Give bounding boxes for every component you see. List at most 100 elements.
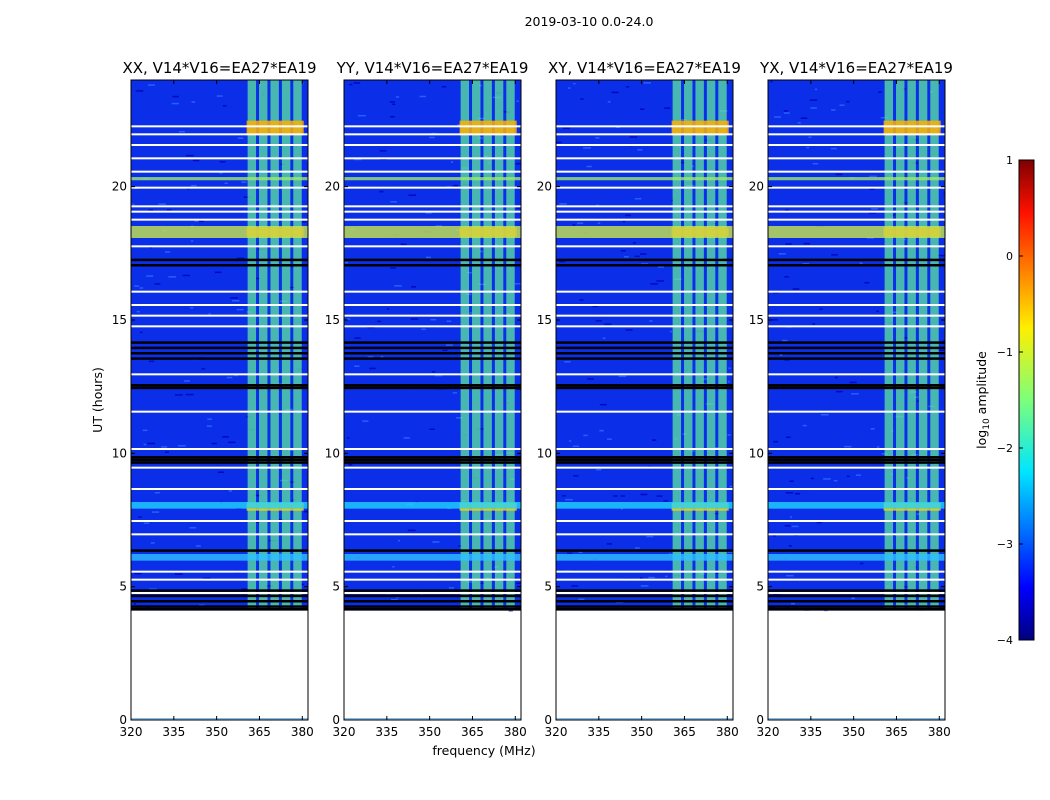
flagged-line xyxy=(344,578,521,581)
x-tick-label: 380 xyxy=(716,725,739,739)
dropped-line xyxy=(556,594,733,598)
flagged-line xyxy=(131,410,308,413)
flagged-line xyxy=(344,325,521,328)
dropped-line xyxy=(768,346,945,350)
dropped-line xyxy=(131,608,308,611)
flagged-line xyxy=(556,578,733,581)
dropped-line xyxy=(556,458,733,462)
dropped-line xyxy=(556,461,733,464)
flagged-line xyxy=(768,448,945,450)
panel-title: XX, V14*V16=EA27*EA19 xyxy=(122,59,316,77)
dropped-line xyxy=(556,608,733,611)
rfi-column xyxy=(884,80,894,611)
flagged-line xyxy=(344,245,521,248)
dropped-line xyxy=(768,549,945,552)
dropped-line xyxy=(768,461,945,464)
flagged-line xyxy=(768,144,945,146)
dropped-line xyxy=(131,549,308,552)
flagged-line xyxy=(131,290,308,293)
data-region xyxy=(556,80,733,611)
flagged-line xyxy=(131,570,308,573)
dropped-line xyxy=(768,608,945,611)
dropped-line xyxy=(768,341,945,344)
dropped-line xyxy=(768,352,945,355)
colorbar-gradient xyxy=(1018,159,1035,641)
flagged-line xyxy=(556,144,733,146)
horizontal-band xyxy=(344,226,521,238)
flagged-line xyxy=(344,205,521,208)
panel-image xyxy=(344,80,521,720)
flagged-line xyxy=(556,448,733,450)
flagged-line xyxy=(768,218,945,221)
flagged-line xyxy=(131,466,308,469)
dropped-line xyxy=(344,608,521,611)
flagged-line xyxy=(131,325,308,328)
dropped-line xyxy=(556,357,733,360)
dropped-line xyxy=(344,594,521,598)
flagged-line xyxy=(131,448,308,450)
dropped-line xyxy=(131,386,308,390)
flagged-line xyxy=(131,144,308,146)
colorbar-ticks: 1 0 −1 −2 −3 −4 xyxy=(997,154,1023,647)
dropped-line xyxy=(556,549,733,552)
y-tick-label: 15 xyxy=(325,313,340,327)
spectrogram-panels: XX, V14*V16=EA27*EA19 320 335 350 365 380 0 5 10… xyxy=(112,59,953,739)
dropped-line xyxy=(131,346,308,350)
flagged-line xyxy=(556,205,733,208)
flagged-line xyxy=(344,186,521,189)
flagged-line xyxy=(556,466,733,469)
dropped-line xyxy=(768,458,945,462)
flagged-line xyxy=(131,210,308,213)
dropped-line xyxy=(344,258,521,262)
flagged-line xyxy=(556,304,733,306)
y-tick-label: 15 xyxy=(112,313,127,327)
dropped-line xyxy=(556,264,733,267)
horizontal-band xyxy=(556,502,733,509)
flagged-line xyxy=(344,314,521,317)
flagged-line xyxy=(344,448,521,450)
panel-frame xyxy=(343,79,522,721)
flagged-line xyxy=(131,578,308,581)
horizontal-band xyxy=(556,226,733,238)
dropped-line xyxy=(768,357,945,360)
rfi-column xyxy=(930,80,939,611)
flagged-line xyxy=(768,157,945,160)
colorbar-tick-label: −3 xyxy=(997,538,1013,551)
horizontal-band xyxy=(131,177,308,181)
colorbar-tick-label: 1 xyxy=(1006,154,1013,167)
flagged-line xyxy=(131,520,308,522)
y-tick-label: 0 xyxy=(756,713,764,727)
horizontal-band xyxy=(556,177,733,181)
flagged-line xyxy=(344,373,521,376)
y-tick-label: 10 xyxy=(537,446,552,460)
dropped-line xyxy=(131,600,308,603)
dropped-line xyxy=(768,258,945,262)
flagged-line xyxy=(768,325,945,328)
flagged-line xyxy=(768,290,945,293)
flagged-line xyxy=(768,578,945,581)
flagged-line xyxy=(768,373,945,376)
dropped-line xyxy=(344,264,521,267)
flagged-line xyxy=(768,466,945,469)
x-tick-label: 335 xyxy=(162,725,185,739)
horizontal-band xyxy=(768,554,945,561)
y-tick-label: 20 xyxy=(749,180,764,194)
data-region xyxy=(131,80,308,611)
hot-band xyxy=(671,120,729,136)
dropped-line xyxy=(344,589,521,592)
y-tick-label: 5 xyxy=(544,580,552,594)
dropped-line xyxy=(556,605,733,608)
horizontal-band xyxy=(131,226,308,238)
rfi-column xyxy=(483,80,492,611)
flagged-line xyxy=(556,157,733,160)
x-tick-label: 320 xyxy=(333,725,356,739)
x-tick-label: 350 xyxy=(205,725,228,739)
flagged-line xyxy=(556,314,733,317)
y-tick-label: 15 xyxy=(537,313,552,327)
flagged-line xyxy=(556,133,733,136)
dropped-line xyxy=(768,456,945,459)
flagged-line xyxy=(131,157,308,160)
flagged-line xyxy=(131,488,308,490)
panel-3: YX, V14*V16=EA27*EA19 320 335 350 365 380 0 5 10… xyxy=(749,59,953,739)
flagged-line xyxy=(556,592,733,594)
